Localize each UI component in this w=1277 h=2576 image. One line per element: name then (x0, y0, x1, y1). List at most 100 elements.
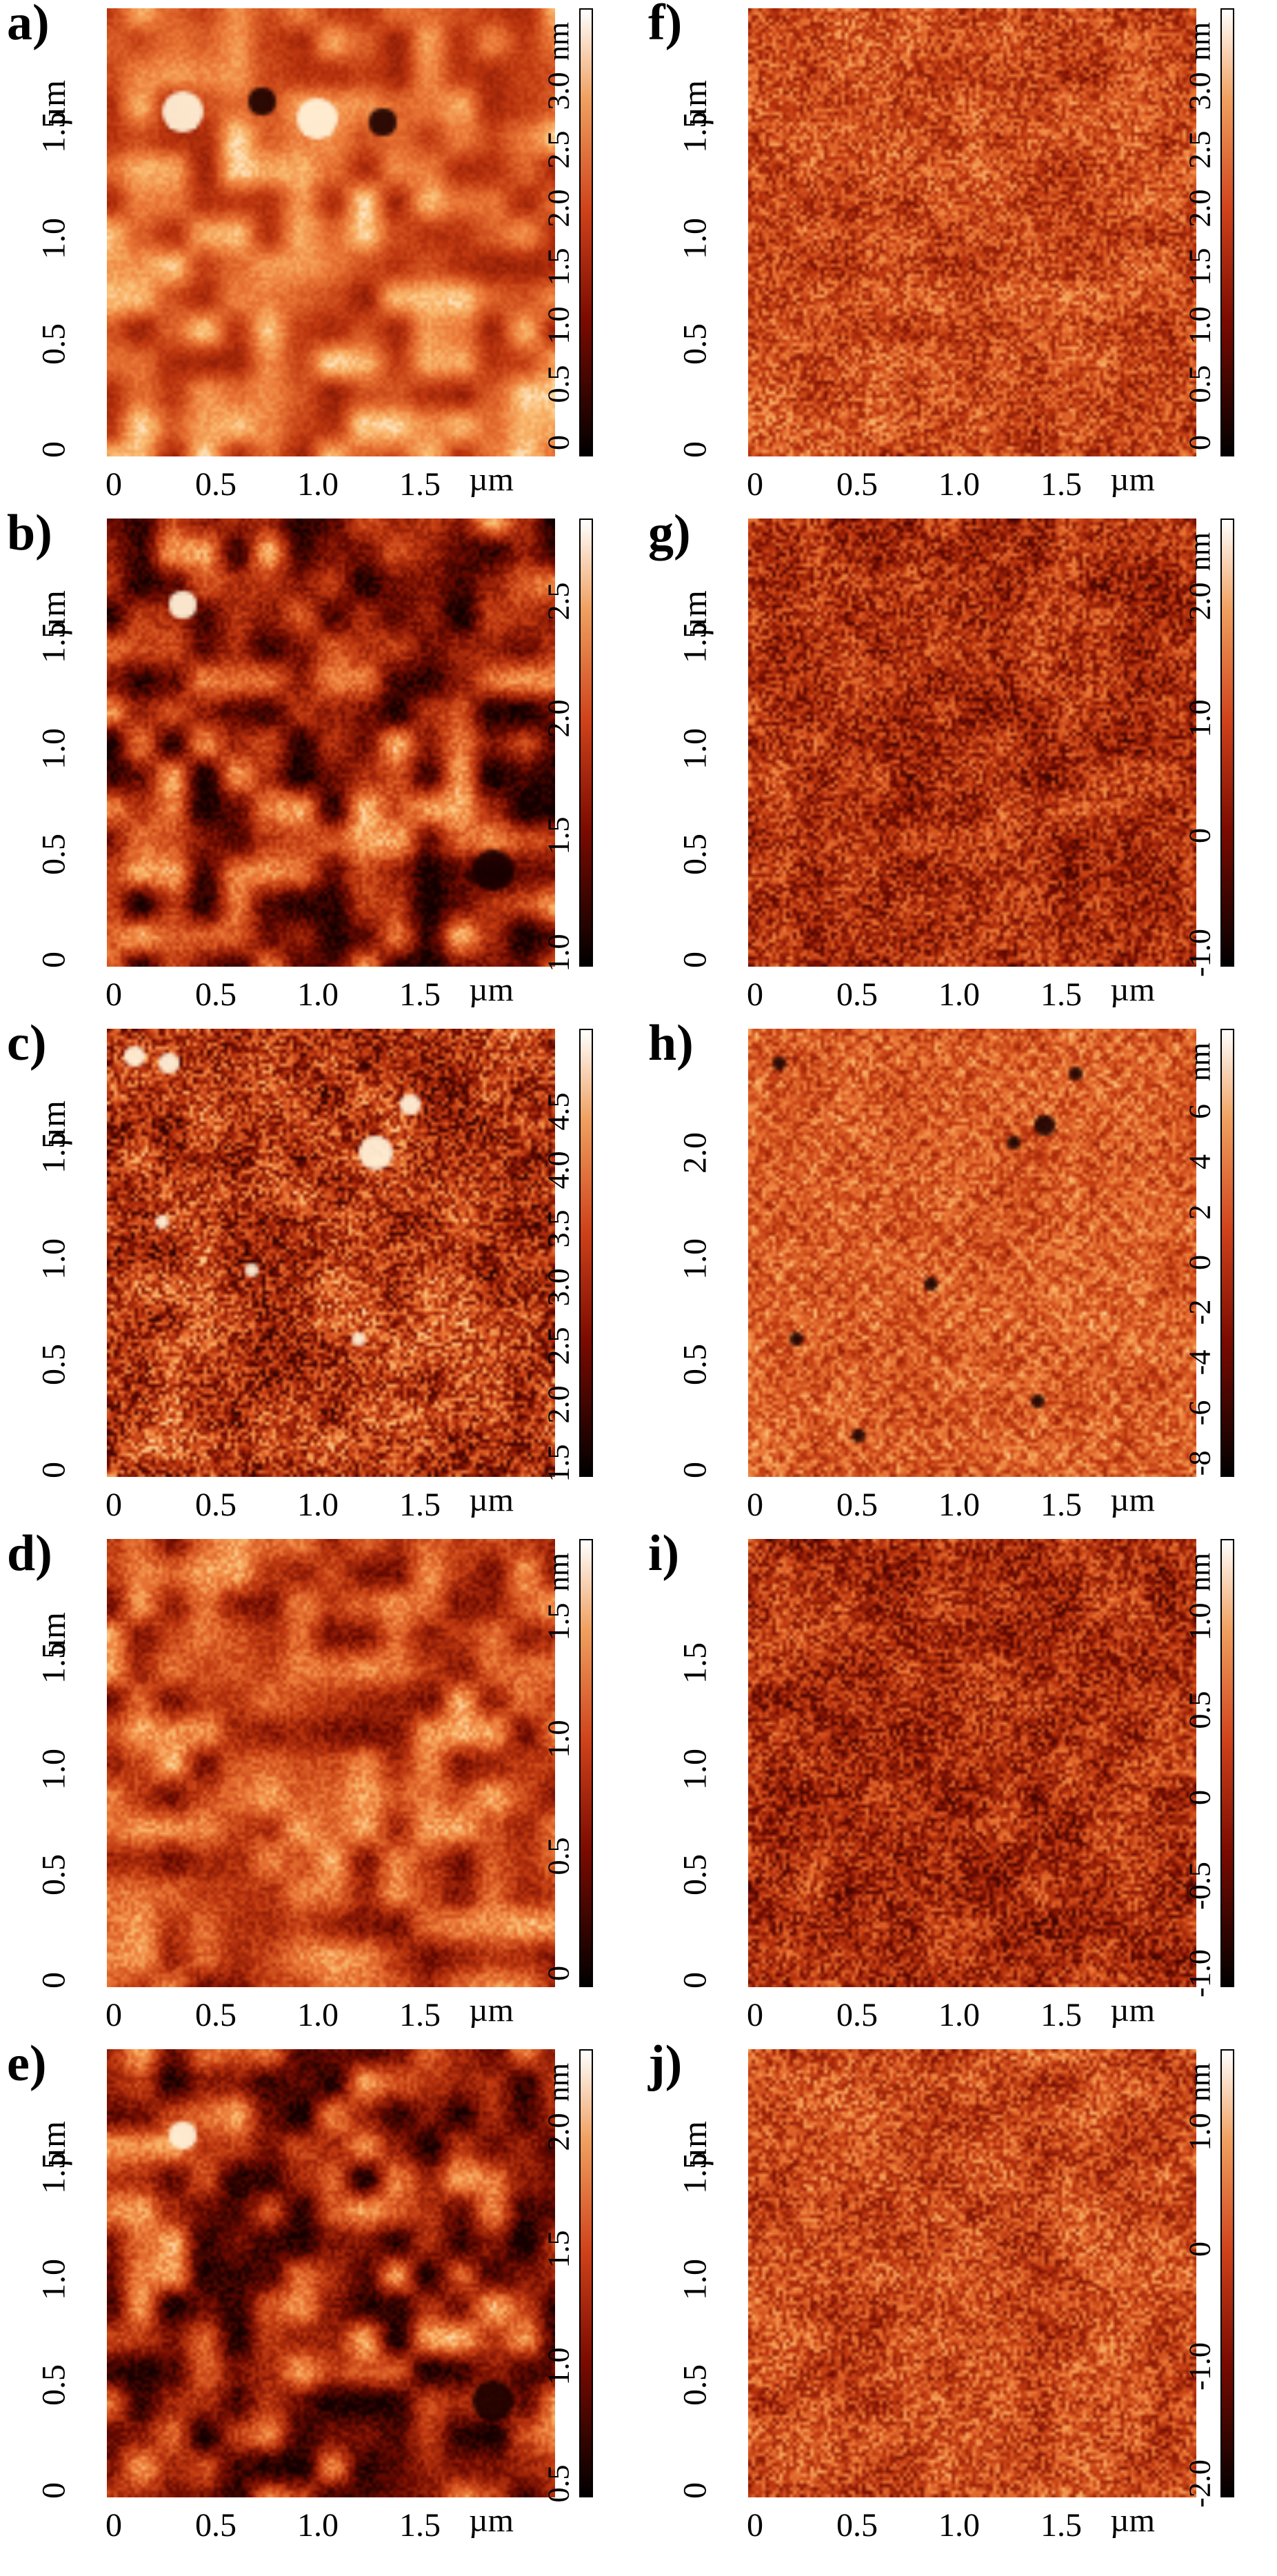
colorbar-unit: nm (1183, 21, 1217, 61)
colorbar-tick-label: 6 (1183, 1104, 1217, 1119)
colorbar-tick-label: 1.5 (541, 816, 576, 855)
colorbar-tick-label: 1.0 (1183, 306, 1217, 345)
panel-label: e) (7, 2035, 47, 2092)
x-tick-label: 0.5 (195, 2507, 237, 2544)
colorbar-tick-label: 1.5 (541, 248, 576, 286)
y-tick-label: 1.5 (676, 2153, 714, 2195)
y-tick-label: 1.0 (676, 217, 714, 259)
colorbar-tick-label: -1.0 (1183, 929, 1217, 977)
y-tick-label: 0 (676, 1462, 714, 1478)
colorbar-tick-label: 1.0 (1183, 699, 1217, 738)
y-tick-label: 1.5 (35, 2153, 72, 2195)
x-tick-label: 0.5 (836, 976, 878, 1013)
colorbar-tick-label: 3.0 (541, 72, 576, 110)
y-tick-label: 1.0 (676, 1238, 714, 1280)
colorbar-tick-label: 2.0 (541, 1385, 576, 1424)
x-tick-label: 1.0 (938, 1997, 980, 2033)
colorbar-tick-label: 0.5 (541, 1837, 576, 1875)
colorbar-tick-label: -1.0 (1183, 1949, 1217, 1998)
colorbar-tick-label: 2.0 (1183, 189, 1217, 228)
x-tick-label: 1.5 (1040, 466, 1082, 503)
x-tick-label: 0 (747, 2507, 763, 2544)
panel-label: b) (7, 505, 52, 561)
x-tick-label: 0 (747, 1487, 763, 1523)
y-tick-label: 0.5 (35, 323, 72, 365)
colorbar-tick-label: -2.0 (1183, 2459, 1217, 2508)
colorbar-tick-label: 1.0 (1183, 1602, 1217, 1641)
height-colorbar (579, 519, 593, 967)
colorbar-tick-label: -0.5 (1183, 1861, 1217, 1910)
y-tick-label: 1.0 (35, 1238, 72, 1280)
height-colorbar (579, 1029, 593, 1477)
colorbar-tick-label: 2.0 (541, 189, 576, 228)
height-colorbar (1220, 8, 1234, 456)
x-tick-label: 1.0 (938, 976, 980, 1013)
x-tick-label: 1.5 (399, 976, 441, 1013)
afm-panel-h: h) 0 0.5 1.0 2.0 0 0.5 1.0 1.5 µm -8 -6 -4 -2 0 2 4 6 nm (641, 1018, 1262, 1527)
afm-topography-image (107, 1539, 555, 1987)
afm-topography-image (748, 2049, 1196, 2497)
x-tick-label: 0 (105, 1487, 122, 1523)
afm-topography-image (107, 1029, 555, 1477)
y-tick-label: 1.0 (35, 1748, 72, 1790)
x-axis-unit: µm (469, 2502, 514, 2539)
x-tick-label: 0.5 (836, 1997, 878, 2033)
colorbar-unit: nm (1183, 532, 1217, 572)
y-tick-label: 0 (676, 2482, 714, 2499)
afm-topography-image (748, 519, 1196, 967)
colorbar-tick-label: -6 (1183, 1400, 1217, 1426)
x-tick-label: 0.5 (836, 1487, 878, 1523)
y-tick-label: 1.5 (676, 622, 714, 664)
x-tick-label: 1.5 (1040, 1487, 1082, 1523)
height-colorbar (579, 8, 593, 456)
colorbar-tick-label: 2.5 (541, 1327, 576, 1365)
x-axis-unit: µm (1110, 2502, 1155, 2539)
colorbar-tick-label: -2 (1183, 1300, 1217, 1325)
colorbar-tick-label: 1.0 (541, 934, 576, 972)
y-tick-label: 1.5 (676, 112, 714, 154)
x-tick-label: 1.5 (399, 1997, 441, 2033)
colorbar-tick-label: 1.5 (541, 2230, 576, 2268)
x-tick-label: 0.5 (836, 466, 878, 503)
height-colorbar (1220, 2049, 1234, 2497)
y-tick-label: 1.5 (35, 1642, 72, 1684)
x-tick-label: 0.5 (195, 466, 237, 503)
x-axis-unit: µm (469, 1992, 514, 2029)
colorbar-tick-label: 2.0 (541, 699, 576, 738)
x-axis-unit: µm (1110, 1482, 1155, 1518)
y-tick-label: 0 (35, 1972, 72, 1989)
colorbar-tick-label: 2.5 (1183, 130, 1217, 169)
x-tick-label: 1.5 (399, 1487, 441, 1523)
height-colorbar (579, 1539, 593, 1987)
height-colorbar (1220, 519, 1234, 967)
afm-panel-e: e) µm 0 0.5 1.0 1.5 0 0.5 1.0 1.5 µm 0.5 1.0 1.5 2.0 nm (0, 2035, 621, 2548)
y-tick-label: 1.5 (35, 622, 72, 664)
x-tick-label: 1.0 (938, 1487, 980, 1523)
x-tick-label: 1.0 (938, 466, 980, 503)
x-tick-label: 0 (105, 1997, 122, 2033)
y-tick-label: 0.5 (35, 2364, 72, 2406)
y-tick-label: 1.5 (35, 112, 72, 154)
colorbar-unit: nm (541, 21, 576, 61)
colorbar-tick-label: 0.5 (541, 365, 576, 403)
afm-topography-image (748, 8, 1196, 456)
afm-panel-b: b) µm 0 0.5 1.0 1.5 0 0.5 1.0 1.5 µm 1.0 1.5 2.0 2.5 (0, 505, 621, 1017)
colorbar-unit: nm (1183, 1042, 1217, 1082)
afm-topography-image (748, 1539, 1196, 1987)
y-tick-label: 0.5 (35, 1853, 72, 1895)
colorbar-tick-label: 4.0 (541, 1151, 576, 1189)
x-tick-label: 0.5 (195, 1997, 237, 2033)
x-tick-label: 0 (105, 2507, 122, 2544)
y-tick-label: 0.5 (35, 833, 72, 875)
colorbar-tick-label: 0.5 (541, 2464, 576, 2503)
afm-panel-d: d) um 0 0.5 1.0 1.5 0 0.5 1.0 1.5 µm 0 0.5 1.0 1.5 nm (0, 1528, 621, 2037)
colorbar-tick-label: 1.0 (541, 1720, 576, 1758)
x-tick-label: 1.0 (297, 1487, 339, 1523)
x-axis-unit: µm (469, 972, 514, 1008)
height-colorbar (1220, 1539, 1234, 1987)
colorbar-tick-label: 4 (1183, 1154, 1217, 1169)
afm-panel-a: a) µm 0 0.5 1.0 1.5 0 0.5 1.0 1.5 µm 0 0.5 1.0 1.5 2.0 2… (0, 0, 621, 507)
colorbar-tick-label: 0 (541, 1966, 576, 1981)
x-tick-label: 1.5 (399, 2507, 441, 2544)
x-tick-label: 0.5 (195, 976, 237, 1013)
